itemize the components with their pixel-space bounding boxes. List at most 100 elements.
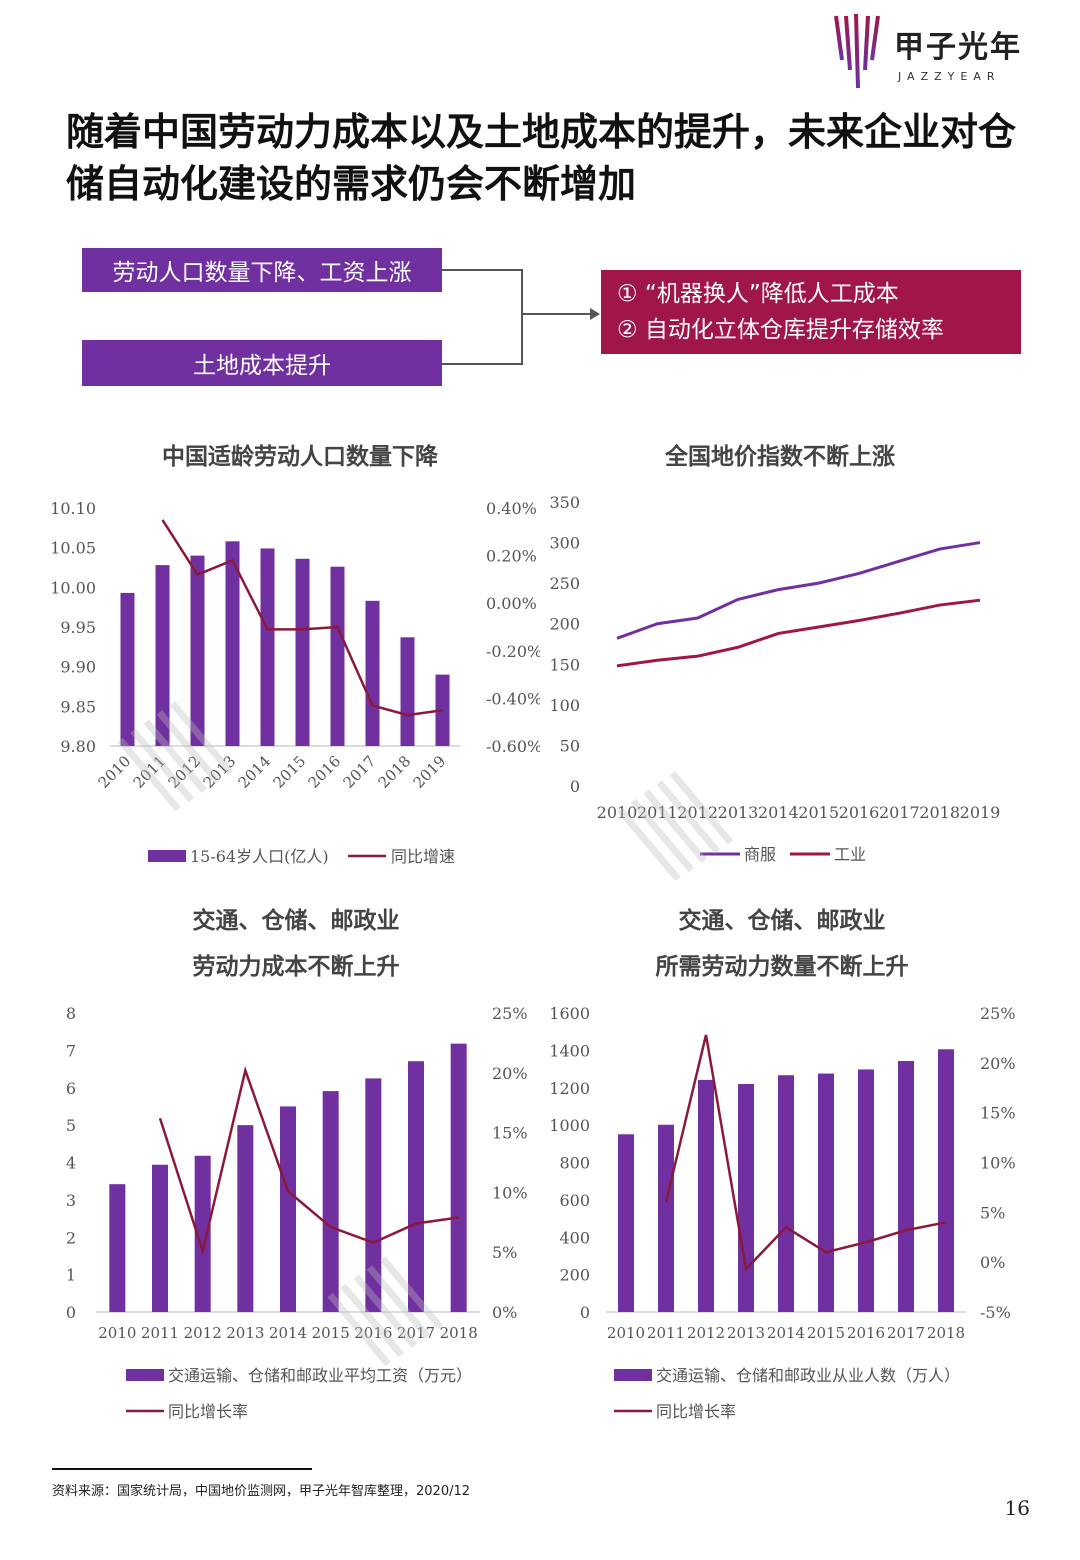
right-tick-label: -0.20% [486, 642, 540, 661]
x-tick-label: 2011 [637, 803, 678, 822]
x-tick-label: 2018 [375, 752, 415, 792]
left-tick-label: 1200 [549, 1079, 590, 1098]
chart3-title-line1: 交通、仓储、邮政业 [192, 908, 400, 934]
legend-line-label: 同比增长率 [656, 1402, 736, 1421]
x-tick-label: 2018 [927, 1324, 965, 1342]
left-tick-label: 5 [66, 1116, 76, 1135]
right-tick-label: 25% [980, 1004, 1016, 1023]
right-tick-label: 5% [492, 1243, 517, 1262]
left-tick-label: 7 [66, 1041, 76, 1060]
x-tick-label: 2010 [95, 752, 135, 792]
bar [260, 548, 275, 746]
legend-bar-label: 交通运输、仓储和邮政业从业人数（万人） [656, 1366, 960, 1385]
diagram-connector [442, 269, 600, 365]
bar [280, 1106, 296, 1312]
left-tick-label: 1 [66, 1266, 76, 1285]
x-tick-label: 2017 [887, 1324, 925, 1342]
left-tick-label: 1000 [549, 1116, 590, 1135]
chart4-title: 交通、仓储、邮政业 所需劳动力数量不断上升 [572, 898, 992, 990]
chart4: 0 200 400 600 800 1000 1200 1400 1600 -5% 0% 5% 10% 1… [549, 1004, 1016, 1421]
x-tick-label: 2015 [270, 752, 310, 792]
x-tick-label: 2010 [607, 1324, 645, 1342]
right-tick-label: 20% [980, 1054, 1016, 1073]
left-tick-label: 400 [559, 1228, 590, 1247]
series-line [616, 541, 981, 640]
x-tick-label: 2012 [687, 1324, 725, 1342]
left-tick-label: 0 [66, 1303, 76, 1322]
left-tick-label: 1600 [549, 1004, 590, 1023]
footer-rule [52, 1468, 312, 1470]
series-line [616, 598, 981, 668]
bar [898, 1061, 914, 1312]
left-tick-label: 8 [66, 1004, 76, 1023]
right-tick-label: 25% [492, 1004, 528, 1023]
x-tick-label: 2017 [879, 803, 920, 822]
right-tick-label: 0.20% [486, 547, 537, 566]
right-tick-label: -5% [980, 1303, 1011, 1322]
left-tick-label: 9.85 [60, 697, 96, 716]
right-tick-label: 20% [492, 1064, 528, 1083]
x-tick-label: 2010 [98, 1324, 136, 1342]
x-tick-label: 2017 [397, 1324, 435, 1342]
right-tick-label: 15% [492, 1124, 528, 1143]
left-tick-label: 1400 [549, 1041, 590, 1060]
legend-bar-label: 交通运输、仓储和邮政业平均工资（万元） [168, 1366, 472, 1385]
page-title: 随着中国劳动力成本以及土地成本的提升，未来企业对仓储自动化建设的需求仍会不断增加 [66, 110, 1017, 206]
left-tick-label: 9.90 [60, 658, 96, 677]
bar [450, 1043, 467, 1312]
right-tick-label: 0% [980, 1253, 1005, 1272]
growth-line [161, 519, 443, 717]
bar [190, 555, 205, 746]
watermark-icon [117, 701, 234, 812]
box-land-text: 土地成本提升 [193, 353, 331, 379]
watermark-icon [327, 1256, 444, 1367]
bar [365, 600, 380, 746]
chart4-title-line2: 所需劳动力数量不断上升 [655, 954, 909, 980]
bar [858, 1069, 874, 1312]
right-tick-label: 0.40% [486, 499, 537, 518]
x-tick-label: 2019 [410, 752, 450, 792]
result-item-2: ② 自动化立体仓库提升存储效率 [617, 317, 944, 343]
left-tick-label: 800 [559, 1154, 590, 1173]
x-tick-label: 2017 [340, 752, 380, 792]
x-tick-label: 2015 [807, 1324, 845, 1342]
arrow-icon [590, 308, 600, 320]
x-tick-label: 2014 [758, 803, 799, 822]
left-tick-label: 0 [570, 777, 580, 796]
x-tick-label: 2015 [312, 1324, 350, 1342]
x-tick-label: 2012 [677, 803, 718, 822]
x-tick-label: 2018 [919, 803, 960, 822]
left-tick-label: 9.80 [60, 737, 96, 756]
right-tick-label: 5% [980, 1203, 1005, 1222]
legend-line-label: 同比增长率 [168, 1402, 248, 1421]
x-tick-label: 2019 [960, 803, 1001, 822]
chart3-title: 交通、仓储、邮政业 劳动力成本不断上升 [86, 898, 506, 990]
right-tick-label: -0.40% [486, 689, 540, 708]
x-tick-label: 2015 [798, 803, 839, 822]
left-tick-label: 200 [559, 1266, 590, 1285]
x-tick-label: 2011 [647, 1324, 685, 1342]
legend-label: 商服 [744, 845, 776, 864]
legend-bar-swatch [126, 1369, 164, 1381]
right-tick-label: 15% [980, 1104, 1016, 1123]
x-tick-label: 2013 [718, 803, 759, 822]
bar [152, 1164, 168, 1312]
left-tick-label: 200 [549, 615, 580, 634]
x-tick-label: 2016 [305, 752, 345, 792]
bar [658, 1124, 674, 1312]
right-tick-label: 0.00% [486, 594, 537, 613]
bar [938, 1049, 954, 1312]
bar [194, 1155, 211, 1312]
chart4-title-line1: 交通、仓储、邮政业 [678, 908, 886, 934]
box-land: 土地成本提升 [82, 340, 442, 386]
box-labor: 劳动人口数量下降、工资上涨 [82, 248, 442, 292]
bar [435, 674, 450, 746]
right-tick-label: 0% [492, 1303, 517, 1322]
source-note: 资料来源：国家统计局，中国地价监测网，甲子光年智库整理，2020/12 [52, 1484, 471, 1499]
chart1-title: 中国适龄劳动人口数量下降 [162, 444, 438, 470]
left-tick-label: 350 [549, 493, 580, 512]
chart3-title-line2: 劳动力成本不断上升 [192, 954, 400, 980]
left-tick-label: 300 [549, 534, 580, 553]
